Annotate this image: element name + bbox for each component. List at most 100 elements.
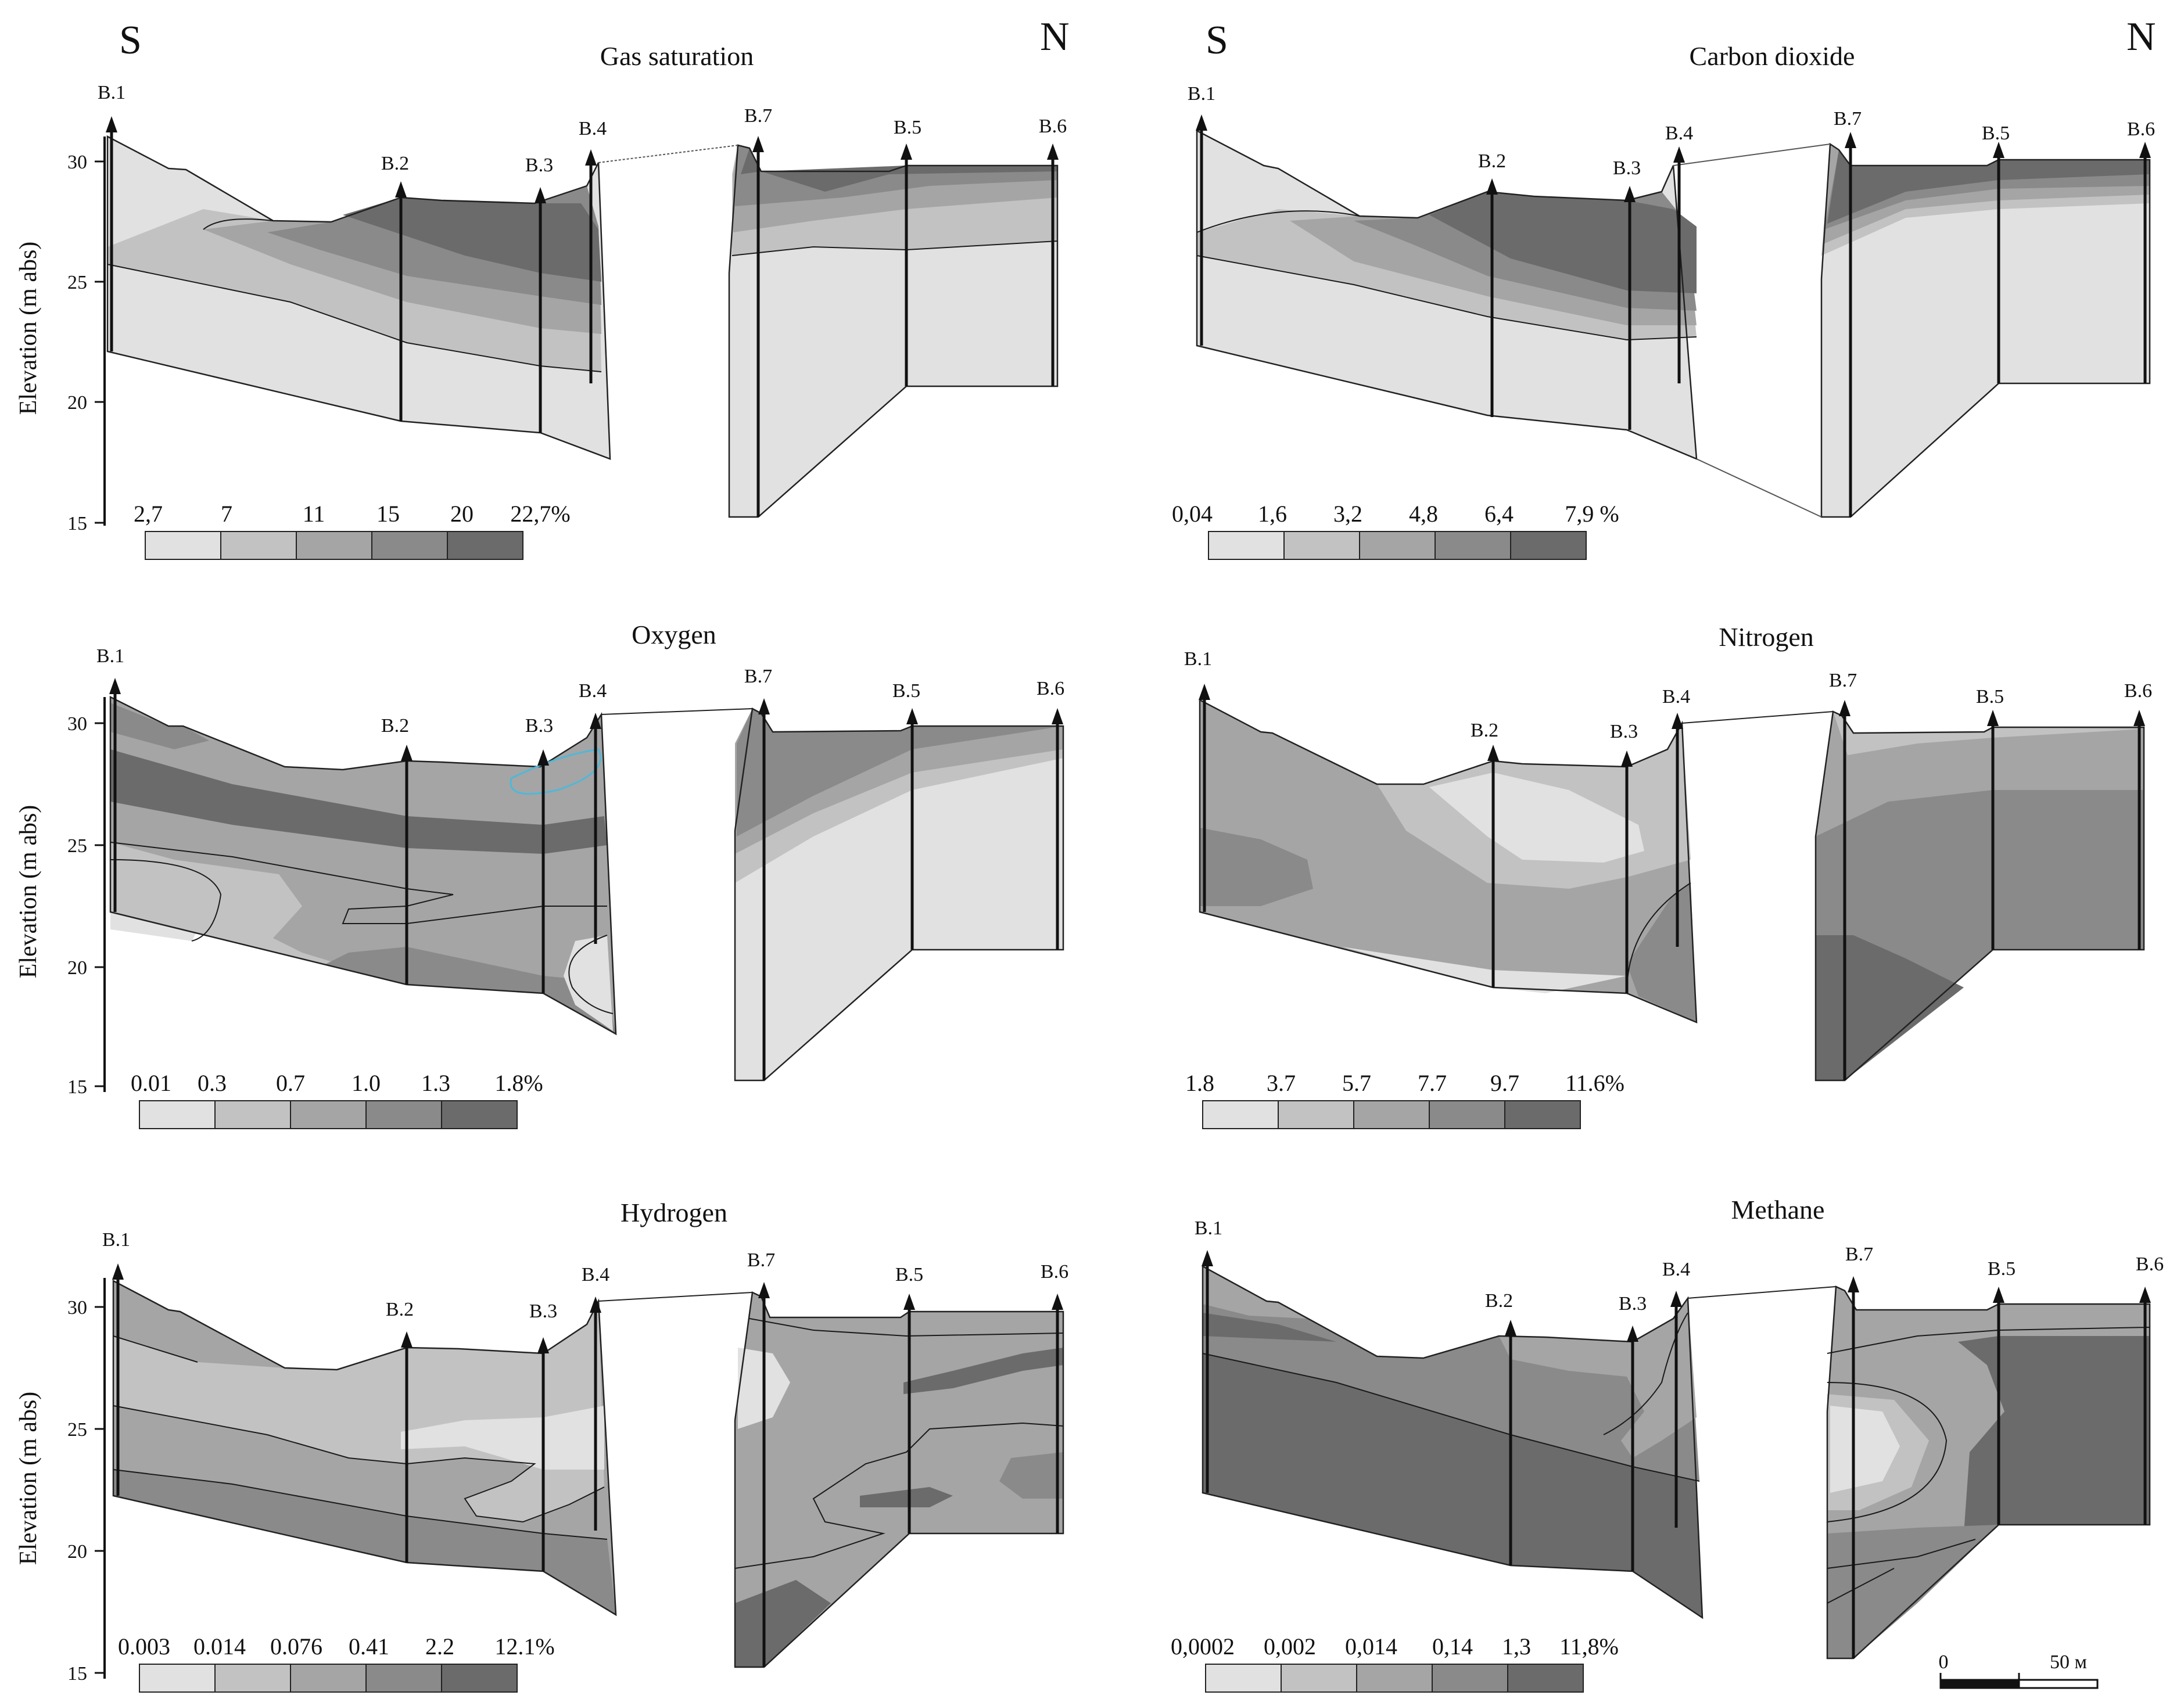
legend-label: 0.7	[276, 1070, 305, 1096]
well-label: B.5	[894, 117, 921, 138]
well-label: B.1	[102, 1229, 130, 1251]
wells: B.1 B.2 B.3 B.4 B.7 B.5 B.6	[1195, 1217, 2164, 1658]
section-left-block	[112, 1279, 617, 1617]
well-label: B.2	[381, 153, 409, 174]
legend-label: 7	[221, 501, 232, 527]
well-label: B.6	[2127, 118, 2155, 140]
well-label: B.3	[525, 155, 553, 176]
well-label: B.4	[1665, 123, 1693, 144]
y-tick-20: 20	[67, 392, 87, 414]
scale-bar: 0 50 м	[1939, 1651, 2099, 1689]
section-right-block	[1814, 710, 2145, 1082]
legend-label: 1,3	[1502, 1633, 1531, 1660]
legend-label: 7.7	[1418, 1070, 1447, 1096]
legend-label: 2.2	[425, 1633, 454, 1660]
legend: 1.8 3.7 5.7 7.7 9.7 11.6%	[1185, 1070, 1624, 1129]
legend-label: 1.8	[1185, 1070, 1214, 1096]
legend: 2,7 7 11 15 20 22,7%	[134, 501, 571, 560]
north-label-right: N	[2126, 15, 2156, 59]
legend-label: 12.1%	[494, 1633, 554, 1660]
panel-title: Nitrogen	[1719, 622, 1814, 652]
wells: B.1 B.2 B.3 B.4 B.7 B.5 B.6	[96, 645, 1064, 1080]
legend-label: 0.41	[349, 1633, 389, 1660]
well-label: B.2	[381, 715, 409, 737]
legend-label: 11	[303, 501, 325, 527]
legend: 0.003 0.014 0.076 0.41 2.2 12.1%	[118, 1633, 555, 1693]
legend-label: 3.7	[1267, 1070, 1296, 1096]
well-label: B.1	[1188, 83, 1215, 105]
panel-title: Methane	[1731, 1195, 1825, 1224]
well-label: B.2	[1485, 1290, 1513, 1312]
panel-oxygen: Oxygen 30 25 20 15 Elevation (m abs)	[15, 620, 1064, 1129]
panel-title: Carbon dioxide	[1690, 41, 1855, 71]
legend-label: 7,9 %	[1565, 501, 1619, 527]
section-left-block	[1199, 698, 1698, 1023]
panel-carbon-dioxide: Carbon dioxide B.1 B.2 B.3	[1172, 41, 2155, 560]
panel-hydrogen: Hydrogen 30 25 20 15 Elevation (m abs)	[15, 1198, 1068, 1693]
well-label: B.6	[2124, 680, 2152, 702]
legend-label: 4,8	[1409, 501, 1438, 527]
y-axis-label: Elevation (m abs)	[15, 1392, 42, 1565]
y-axis: 30 25 20 15 Elevation (m abs)	[15, 137, 106, 534]
scale-bar-start: 0	[1939, 1651, 1949, 1673]
section-right-block	[728, 144, 1059, 518]
y-tick-30: 30	[67, 152, 87, 173]
y-tick-20: 20	[67, 957, 87, 979]
legend-label: 0.3	[198, 1070, 227, 1096]
wells: B.1 B.2 B.3 B.4 B.7 B.5 B.6	[102, 1229, 1068, 1667]
well-label: B.5	[1982, 123, 2010, 144]
legend-label: 0,04	[1172, 501, 1213, 527]
well-label: B.3	[1613, 157, 1641, 179]
well-label: B.2	[1478, 150, 1506, 172]
section-right-block	[734, 707, 1064, 1082]
y-tick-25: 25	[67, 835, 87, 857]
y-tick-15: 15	[67, 1663, 87, 1685]
legend-label: 0.01	[131, 1070, 171, 1096]
panel-nitrogen: Nitrogen B.1 B.2 B.3 B.4	[1184, 622, 2152, 1129]
section-left-block	[109, 695, 617, 1036]
well-label: B.4	[579, 680, 607, 702]
section-left-block	[1196, 129, 1698, 460]
legend-label: 0,0002	[1171, 1633, 1235, 1660]
well-label: B.4	[582, 1264, 609, 1285]
panel-methane: Methane B.1 B.2	[1171, 1195, 2164, 1693]
wells: B.1 B.2 B.3 B.4 B.7 B.5 B.6	[1188, 83, 2155, 517]
wells: B.1 B.2 B.3 B.4 B.7 B.5 B.6	[98, 82, 1067, 517]
well-label: B.1	[1195, 1217, 1222, 1239]
well-label: B.2	[386, 1299, 414, 1320]
well-label: B.3	[529, 1301, 557, 1322]
legend-label: 5.7	[1342, 1070, 1371, 1096]
panel-title: Gas saturation	[600, 41, 754, 71]
well-label: B.7	[1834, 108, 1862, 130]
legend: 0,0002 0,002 0,014 0,14 1,3 11,8%	[1171, 1633, 1619, 1693]
north-label-left: N	[1040, 15, 1070, 59]
well-label: B.7	[1845, 1244, 1873, 1265]
well-label: B.7	[1829, 670, 1857, 691]
y-axis: 30 25 20 15 Elevation (m abs)	[15, 697, 106, 1098]
well-label: B.7	[744, 105, 772, 127]
y-tick-15: 15	[67, 513, 87, 534]
well-label: B.2	[1471, 720, 1498, 741]
well-label: B.5	[1976, 686, 2004, 707]
well-label: B.5	[895, 1264, 923, 1285]
well-label: B.6	[1041, 1261, 1068, 1283]
legend-label: 20	[450, 501, 474, 527]
legend-label: 0.003	[118, 1633, 170, 1660]
legend-label: 0,14	[1432, 1633, 1473, 1660]
legend-label: 11.6%	[1565, 1070, 1624, 1096]
legend-label: 0.014	[193, 1633, 246, 1660]
section-left-block	[106, 135, 611, 460]
legend-label: 22,7%	[510, 501, 570, 527]
well-label: B.3	[1610, 721, 1638, 742]
scale-bar-end: 50 м	[2050, 1651, 2087, 1673]
panel-gas-saturation: Gas saturation 30 25 20 15 Elevation (m …	[15, 41, 1067, 560]
y-tick-15: 15	[67, 1076, 87, 1098]
y-tick-25: 25	[67, 272, 87, 293]
legend: 0,04 1,6 3,2 4,8 6,4 7,9 %	[1172, 501, 1619, 560]
well-label: B.1	[1184, 648, 1212, 670]
legend-label: 1.8%	[494, 1070, 543, 1096]
legend-label: 1.3	[421, 1070, 450, 1096]
well-label: B.4	[1662, 686, 1690, 707]
legend-label: 3,2	[1333, 501, 1362, 527]
